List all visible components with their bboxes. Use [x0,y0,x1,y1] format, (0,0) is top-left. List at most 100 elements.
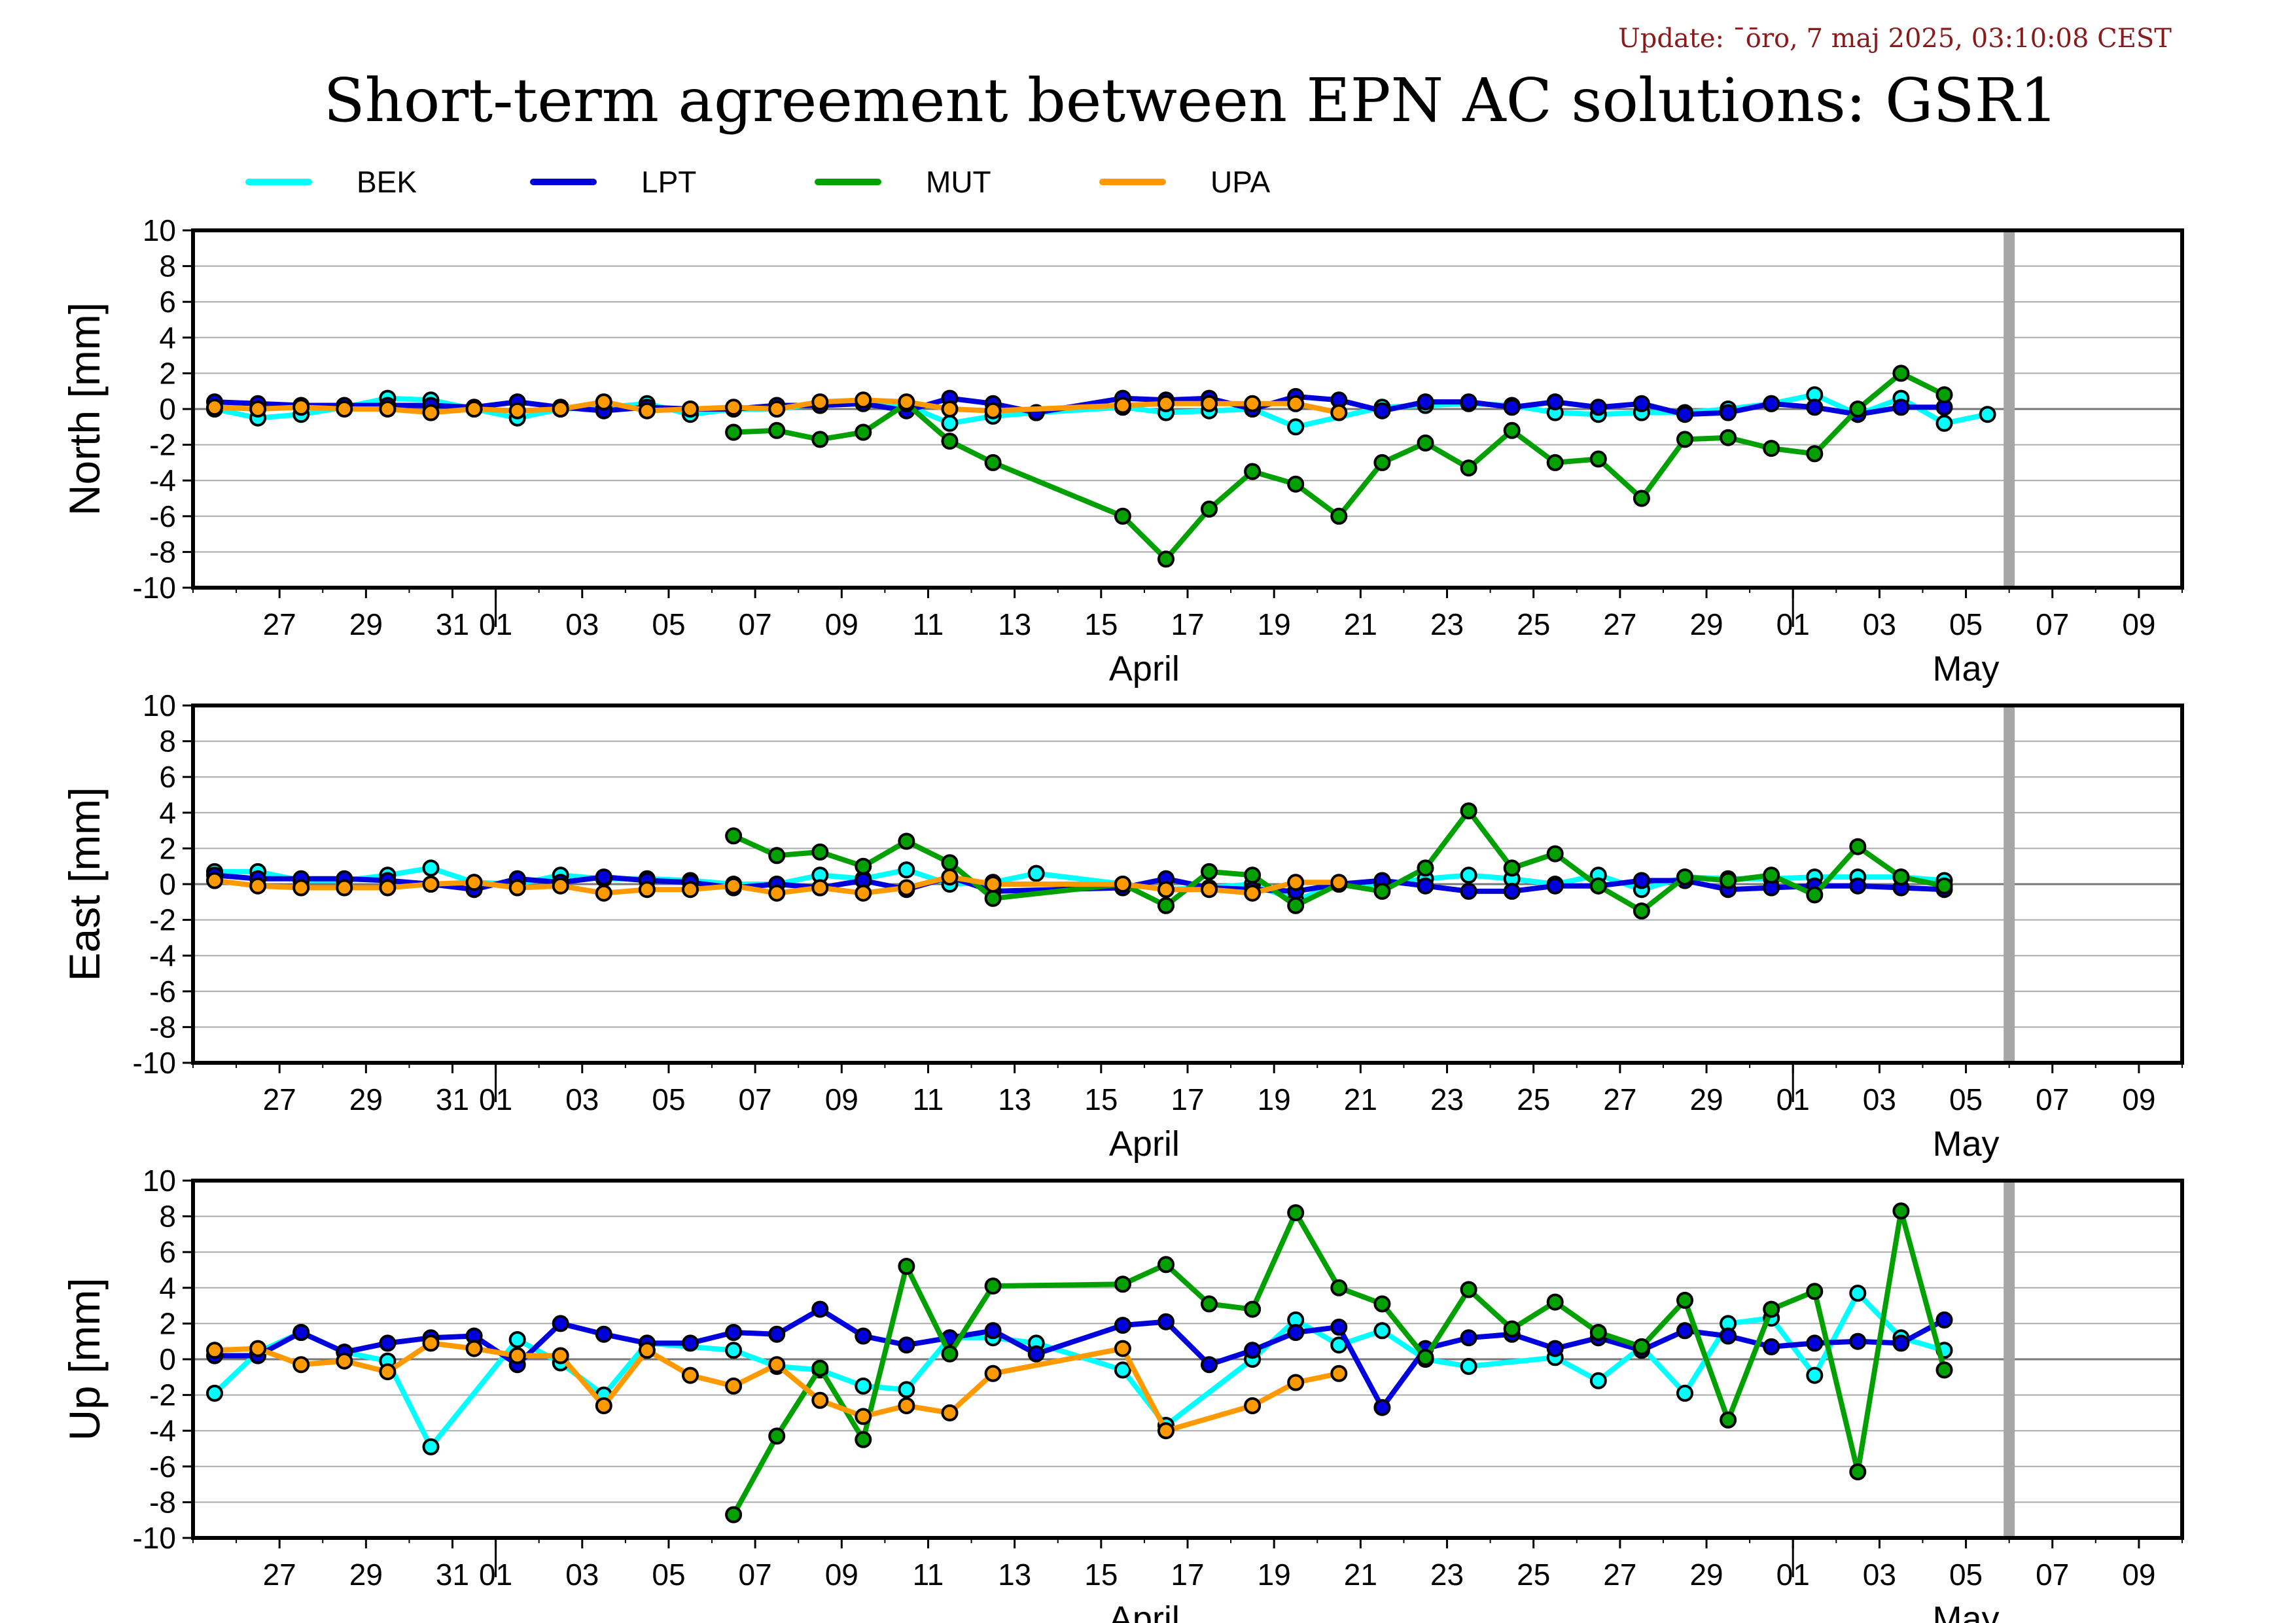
data-point [595,1325,612,1343]
x-tick-label: 27 [1603,607,1636,641]
data-point [336,879,353,897]
x-tick-label: 15 [1084,1558,1118,1592]
data-point [1244,1397,1262,1414]
data-point [1287,874,1305,891]
data-point [811,1359,829,1377]
data-point [1589,1324,1607,1341]
x-tick-label: 09 [2122,607,2155,641]
x-tick-label: 19 [1258,1082,1291,1116]
month-label: May [1933,1599,2000,1623]
data-point [1114,1361,1131,1379]
x-tick-label: 27 [1603,1082,1636,1116]
data-point [1849,838,1867,855]
data-point [508,1331,526,1348]
data-point [768,421,786,439]
x-tick-label: 05 [652,1082,685,1116]
x-tick-label: 27 [1603,1558,1636,1592]
data-point [1720,872,1737,889]
x-tick-label: 19 [1258,1558,1291,1592]
data-point [1503,421,1521,439]
data-point [1330,1318,1348,1336]
data-point [595,1397,612,1414]
data-point [682,401,699,418]
data-point [1114,1317,1131,1334]
data-point [811,843,829,861]
x-tick-label: 11 [913,1082,944,1116]
x-tick-label: 03 [1863,1082,1896,1116]
data-point [1027,865,1045,882]
data-point [941,854,959,872]
data-point [1460,802,1477,820]
data-point [898,861,915,879]
x-tick-label: 25 [1517,1082,1550,1116]
x-tick-label: 29 [349,1558,383,1592]
data-point [1373,454,1391,471]
data-point [1589,1372,1607,1389]
data-point [725,827,743,845]
data-point [292,399,310,416]
y-tick-label: 6 [159,1235,176,1269]
data-point [1806,1283,1824,1300]
data-point [1763,440,1780,457]
data-point [1503,399,1521,416]
data-point [941,433,959,450]
data-point [1244,866,1262,884]
data-point [1114,507,1131,525]
data-point [1244,1342,1262,1359]
data-point [206,1384,223,1402]
data-point [855,857,872,875]
data-point [1460,1329,1477,1347]
data-point [1114,876,1131,893]
x-tick-label: 29 [349,1082,383,1116]
data-point [725,877,743,895]
legend-item-lpt: LPT [530,165,696,199]
data-point [1763,1300,1780,1318]
y-axis-label: North [mm] [60,302,109,516]
month-label: April [1109,1124,1180,1164]
data-point [811,1391,829,1409]
x-tick-label: 09 [2122,1082,2155,1116]
data-point [1373,882,1391,900]
month-label: April [1109,1599,1180,1623]
plot-frame [191,228,2184,590]
x-tick-label: 17 [1171,1558,1204,1592]
data-point [1633,490,1650,507]
data-point [1979,406,1996,423]
data-point [206,872,223,889]
data-point [595,884,612,902]
x-tick-label: 09 [825,1082,858,1116]
series-upa [206,391,1348,421]
data-point [725,1324,743,1341]
x-tick-label: 03 [1863,1558,1896,1592]
data-point [1114,1275,1131,1293]
data-point [725,1506,743,1524]
data-point [898,1397,915,1414]
data-point [1287,418,1305,436]
data-point [1546,877,1564,895]
data-point [682,1334,699,1352]
x-tick-label: 27 [263,607,296,641]
data-point [1201,500,1218,518]
data-point [552,877,569,895]
data-point [984,402,1002,419]
data-point [1330,404,1348,421]
data-point [379,401,397,418]
x-tick-label: 03 [565,607,599,641]
data-point [292,879,310,897]
data-point [1849,1463,1867,1480]
data-point [768,1356,786,1374]
data-point [1157,550,1174,568]
x-tick-label: 25 [1517,1558,1550,1592]
data-point [1806,399,1824,416]
x-tick-label: 03 [1863,607,1896,641]
data-point [508,402,526,419]
data-point [811,879,829,897]
chart-title: Short-term agreement between EPN AC solu… [323,65,2058,135]
x-tick-label: 07 [739,1558,772,1592]
data-point [206,399,223,416]
y-axis-label: Up [mm] [60,1277,109,1440]
series-line [214,392,1988,430]
data-point [422,1334,440,1352]
